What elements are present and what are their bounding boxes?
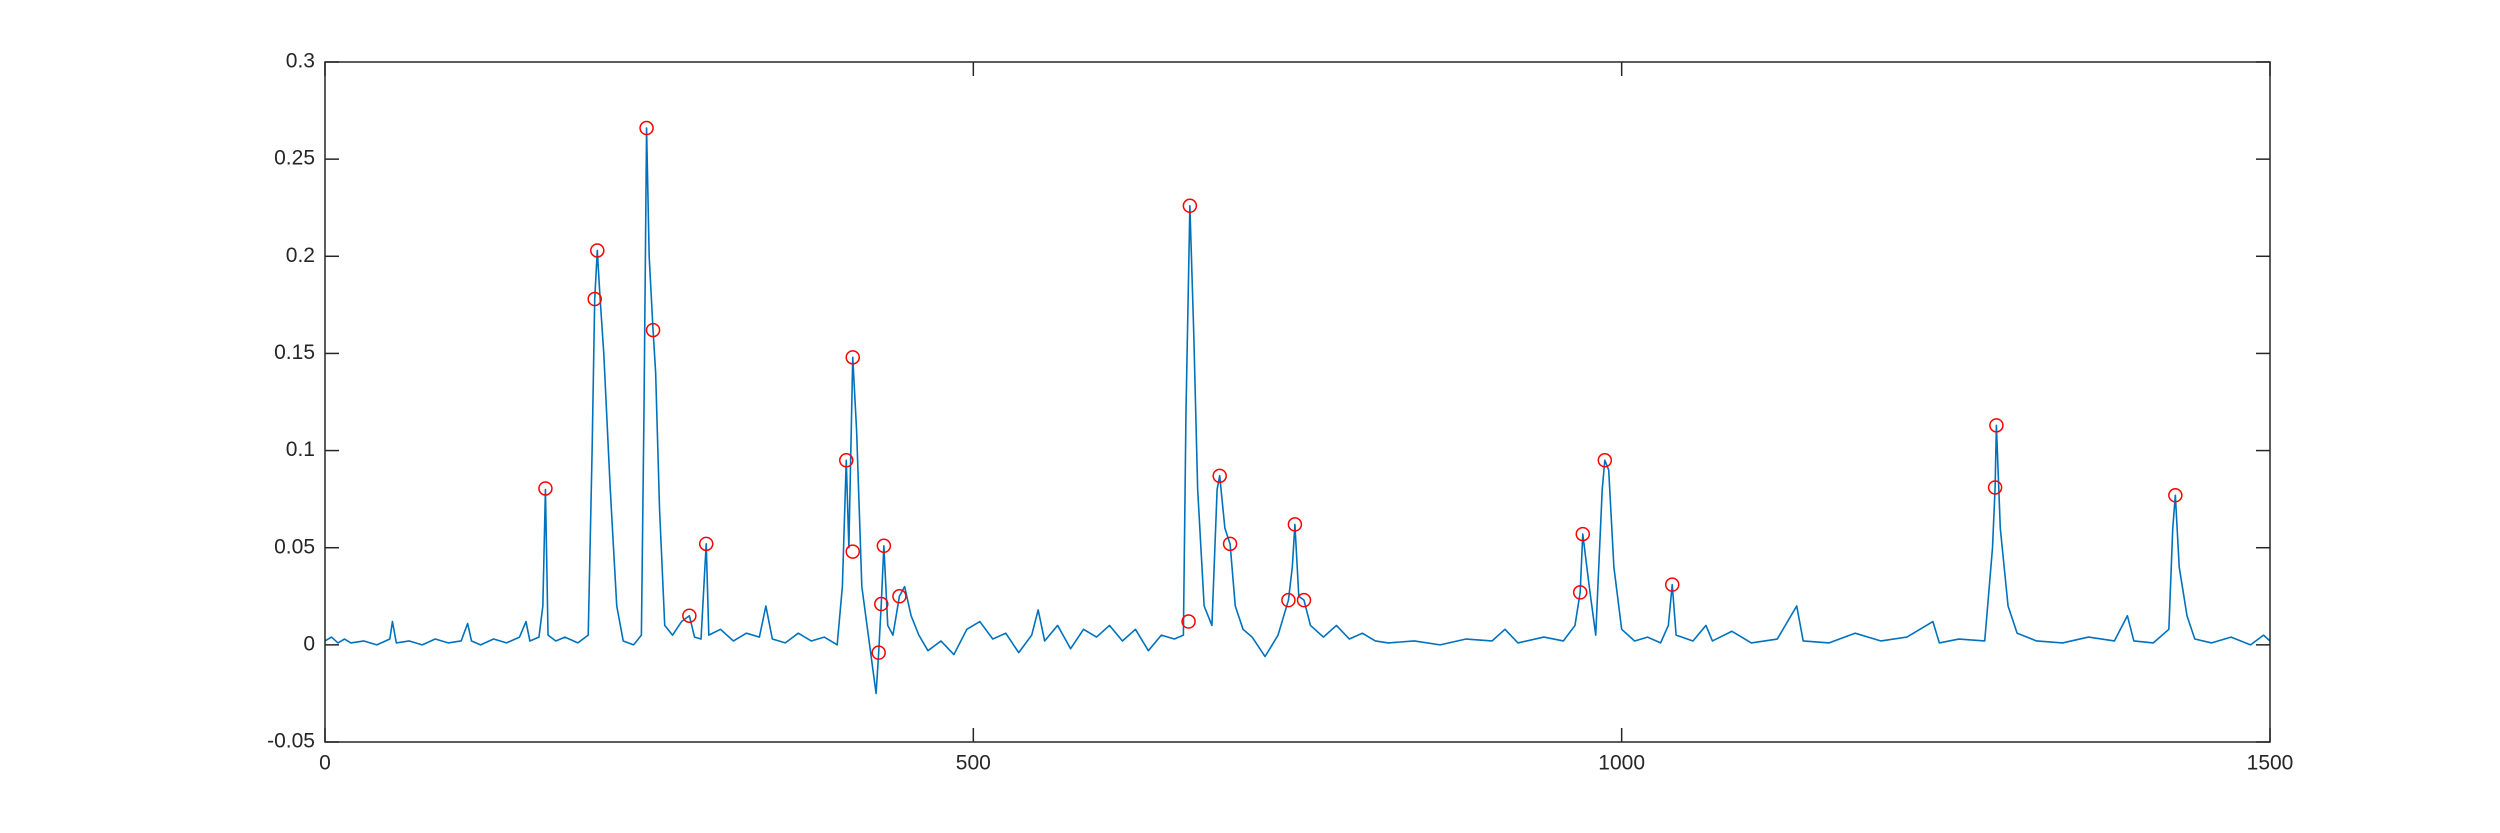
x-tick-label: 0 — [319, 752, 331, 775]
peak-marker — [871, 645, 886, 660]
peak-marker — [845, 350, 860, 365]
x-tick-label: 1000 — [1598, 752, 1645, 775]
peak-marker — [839, 453, 854, 468]
y-tick-label: 0.3 — [286, 50, 315, 73]
peak-marker — [1222, 536, 1238, 552]
peak-marker — [2168, 488, 2183, 503]
y-tick-label: -0.05 — [267, 730, 315, 753]
y-tick-label: 0.05 — [274, 535, 315, 558]
peak-marker — [645, 322, 661, 338]
peak-marker — [1296, 592, 1312, 608]
peak-marker — [587, 291, 602, 307]
x-tick-label: 500 — [956, 752, 991, 775]
peak-marker — [892, 589, 907, 604]
peak-marker — [698, 536, 714, 552]
peak-marker — [639, 120, 654, 136]
x-tick-label: 1500 — [2247, 752, 2294, 775]
peak-marker — [874, 596, 889, 612]
peak-marker — [845, 544, 860, 559]
peak-marker — [876, 538, 892, 554]
plot-area — [325, 62, 2270, 742]
peak-marker — [1181, 614, 1196, 629]
peak-marker — [1575, 526, 1591, 542]
peak-marker — [1989, 418, 2004, 433]
peak-marker — [1212, 468, 1227, 484]
peak-marker — [682, 608, 697, 623]
axes-box — [324, 61, 2271, 743]
peak-marker — [590, 243, 605, 258]
peak-marker — [1281, 592, 1296, 608]
y-tick-label: 0.2 — [286, 244, 315, 267]
peak-marker — [1987, 480, 2003, 495]
peak-marker — [1572, 585, 1588, 600]
signal-line — [324, 127, 2271, 695]
y-tick-label: 0.1 — [286, 438, 315, 461]
peak-marker — [1287, 517, 1303, 532]
peak-marker — [1597, 453, 1613, 468]
peak-marker — [1182, 198, 1198, 214]
peak-marker — [1664, 577, 1680, 592]
y-tick-label: 0.15 — [274, 341, 315, 364]
y-tick-label: 0.25 — [274, 147, 315, 170]
peak-marker — [538, 481, 553, 496]
y-tick-label: 0 — [303, 632, 315, 655]
